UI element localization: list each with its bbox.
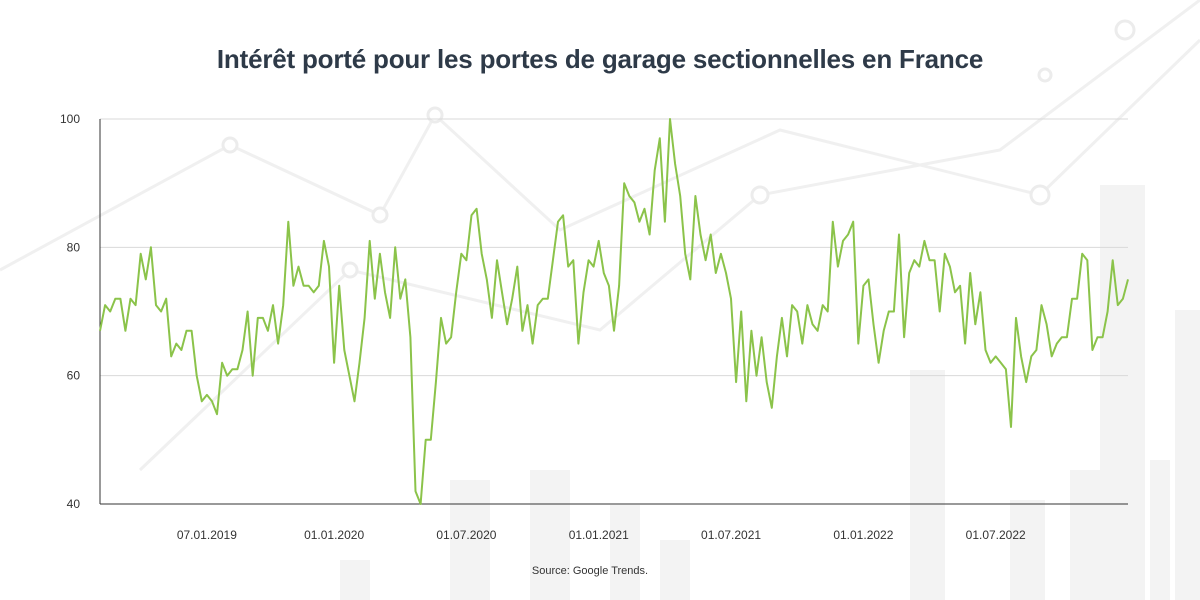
chart-title: Intérêt porté pour les portes de garage … <box>216 44 984 74</box>
grid-lines <box>100 118 1128 377</box>
x-tick-label: 01.01.2020 <box>304 528 364 542</box>
x-tick-label: 01.07.2022 <box>966 528 1026 542</box>
y-tick-label: 80 <box>67 240 81 254</box>
x-tick-label: 01.01.2021 <box>569 528 629 542</box>
y-tick-label: 100 <box>60 112 80 126</box>
y-axis-ticks: 40 60 80 100 <box>60 112 80 511</box>
data-points <box>99 118 1129 505</box>
series-line <box>99 118 1129 505</box>
source-note: Source: Google Trends. <box>531 565 649 577</box>
x-tick-label: 01.07.2020 <box>436 528 496 542</box>
x-tick-label: 01.07.2021 <box>701 528 761 542</box>
y-tick-label: 40 <box>67 497 81 511</box>
x-tick-label: 01.01.2022 <box>833 528 893 542</box>
x-axis-ticks: 07.01.2019 01.01.2020 01.07.2020 01.01.2021… <box>177 528 1026 542</box>
x-tick-label: 07.01.2019 <box>177 528 237 542</box>
y-tick-label: 60 <box>67 369 81 383</box>
